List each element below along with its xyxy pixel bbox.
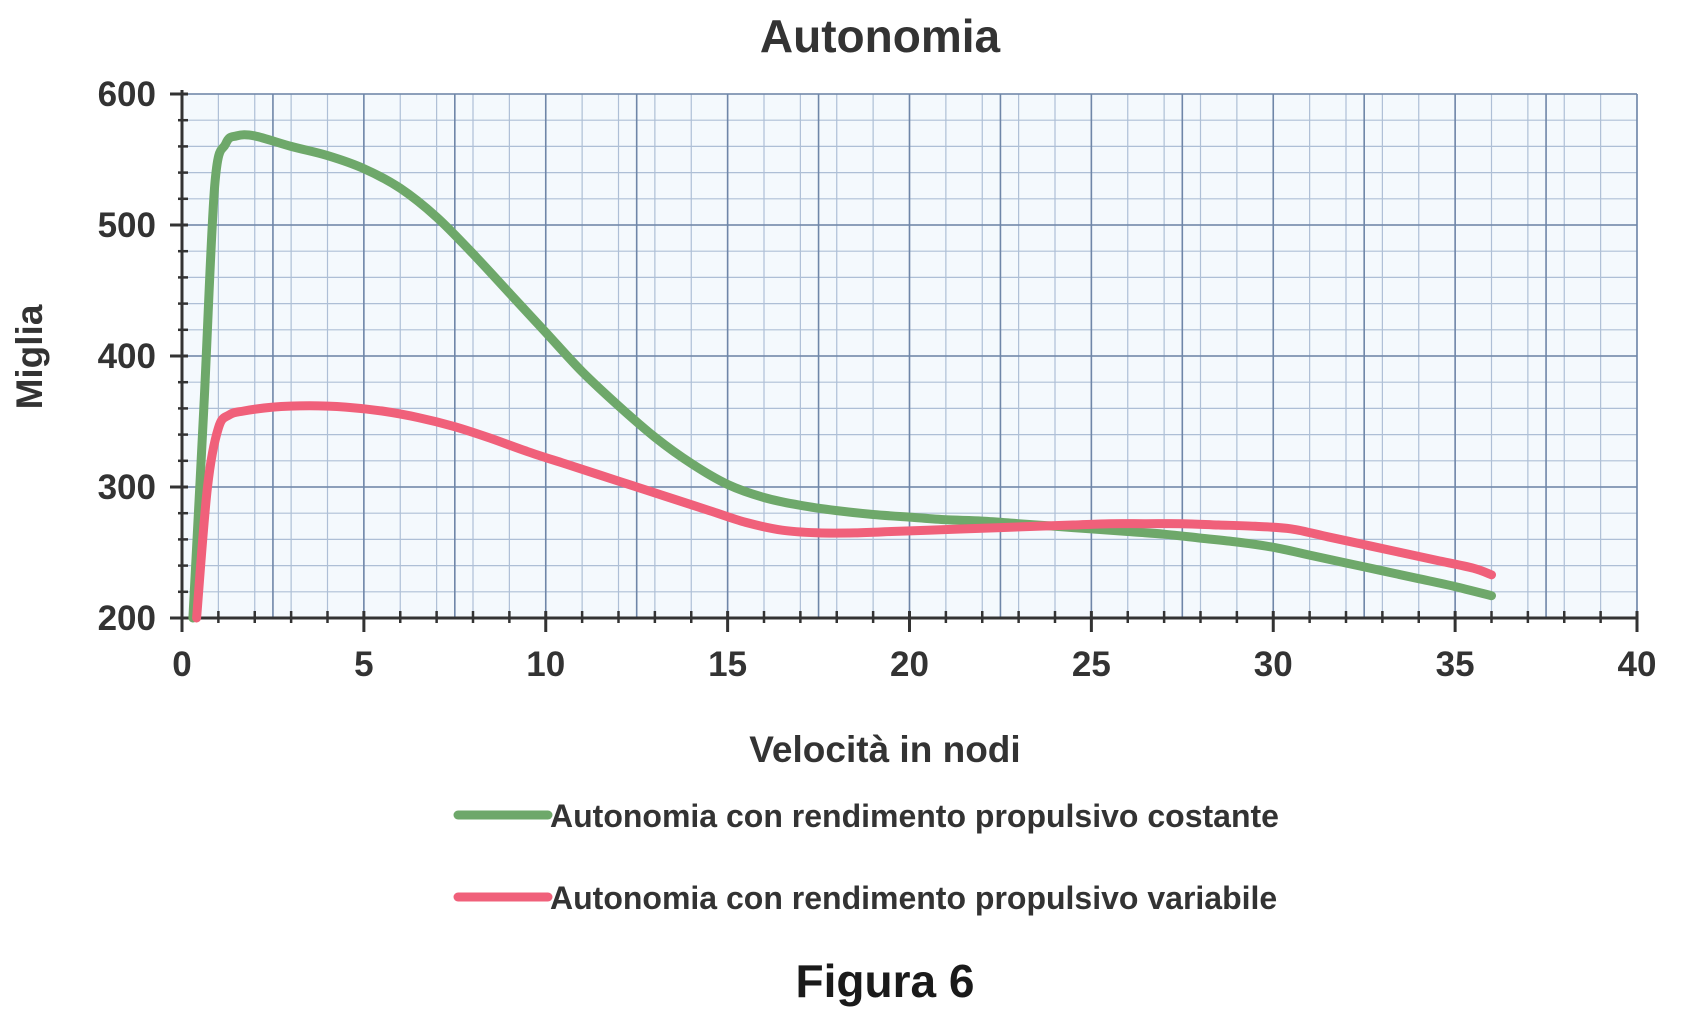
x-tick-label: 35 xyxy=(1436,645,1475,684)
y-tick-label: 200 xyxy=(98,599,156,638)
y-tick-label: 300 xyxy=(98,468,156,507)
series-lines xyxy=(188,130,1496,623)
x-tick-label: 10 xyxy=(526,645,565,684)
figure-caption: Figura 6 xyxy=(796,955,975,1007)
y-axis-label: Miglia xyxy=(9,304,50,409)
series-line-constant xyxy=(188,130,1496,623)
legend-label-constant: Autonomia con rendimento propulsivo cost… xyxy=(550,798,1279,834)
x-tick-labels: 0 5 10 15 20 25 30 35 40 xyxy=(172,645,1656,684)
x-tick-label: 0 xyxy=(172,645,191,684)
x-tick-label: 20 xyxy=(890,645,929,684)
x-axis-label: Velocità in nodi xyxy=(749,729,1020,770)
y-tick-label: 500 xyxy=(98,206,156,245)
y-tick-labels: 200 300 400 500 600 xyxy=(98,75,156,638)
chart-title: Autonomia xyxy=(760,10,1001,62)
legend: Autonomia con rendimento propulsivo cost… xyxy=(453,798,1279,916)
x-tick-label: 40 xyxy=(1618,645,1657,684)
x-tick-label: 30 xyxy=(1254,645,1293,684)
x-tick-label: 5 xyxy=(354,645,373,684)
axes xyxy=(170,90,1639,632)
x-tick-label: 15 xyxy=(708,645,747,684)
x-tick-label: 25 xyxy=(1072,645,1111,684)
legend-label-variable: Autonomia con rendimento propulsivo vari… xyxy=(550,880,1277,916)
y-tick-label: 400 xyxy=(98,337,156,376)
y-tick-label: 600 xyxy=(98,75,156,114)
series-line-variable xyxy=(192,401,1496,623)
